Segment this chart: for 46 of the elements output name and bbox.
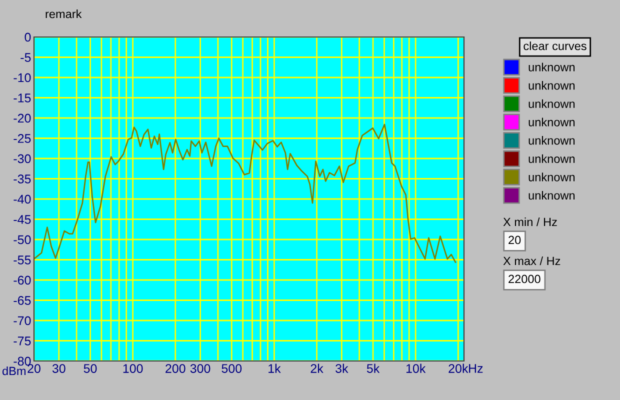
legend-label: unknown (528, 154, 575, 164)
y-tick-label: -50 (14, 235, 31, 244)
x-tick-label: 200 (166, 364, 186, 373)
x-tick-label: 100 (123, 364, 143, 373)
x-tick-label: 5k (366, 364, 380, 373)
y-tick-label: -30 (14, 154, 31, 164)
x-tick-label: 20k (448, 364, 468, 373)
x-tick-label: 1k (268, 364, 281, 373)
x-tick-label: 30 (52, 364, 66, 373)
legend-label: unknown (528, 190, 575, 200)
legend-label: unknown (528, 172, 575, 182)
y-tick-label: 0 (24, 32, 31, 42)
x-tick-label: 300 (190, 364, 210, 373)
y-tick-label: -10 (14, 73, 31, 82)
y-tick-label: -35 (14, 174, 31, 184)
legend-label: unknown (528, 118, 575, 126)
x-tick-label: 3k (336, 364, 348, 373)
x-axis-title: dBm (2, 366, 26, 376)
text: X max / Hz (503, 256, 560, 266)
x-tick-label: 500 (222, 364, 242, 373)
y-tick-label: -70 (14, 316, 31, 326)
y-tick-label: -20 (14, 114, 31, 123)
text: Hz (469, 364, 483, 373)
y-tick-label: -65 (14, 296, 31, 305)
y-tick-label: -25 (14, 134, 31, 143)
text: remark (46, 10, 82, 18)
y-tick-label: -80 (14, 356, 31, 366)
y-tick-label: -75 (14, 336, 31, 346)
legend-label: unknown (528, 136, 575, 145)
text: 20 (508, 236, 521, 244)
legend-label: unknown (528, 81, 575, 90)
x-tick-label: 50 (84, 364, 97, 373)
text: 22000 (508, 274, 540, 284)
legend-label: unknown (528, 62, 575, 72)
y-tick-label: -55 (14, 256, 31, 264)
x-tick-label: 20 (28, 364, 40, 373)
y-tick-label: -60 (14, 276, 31, 285)
x-tick-label: 10k (406, 364, 426, 373)
y-tick-label: -5 (20, 53, 31, 62)
y-tick-label: -40 (14, 194, 31, 204)
text: X min / Hz (503, 217, 557, 226)
y-tick-label: -15 (14, 94, 31, 102)
x-tick-label: 2k (310, 364, 324, 373)
y-tick-label: -45 (14, 215, 31, 224)
legend-label: unknown (528, 99, 575, 108)
text: clear curves (524, 42, 586, 50)
